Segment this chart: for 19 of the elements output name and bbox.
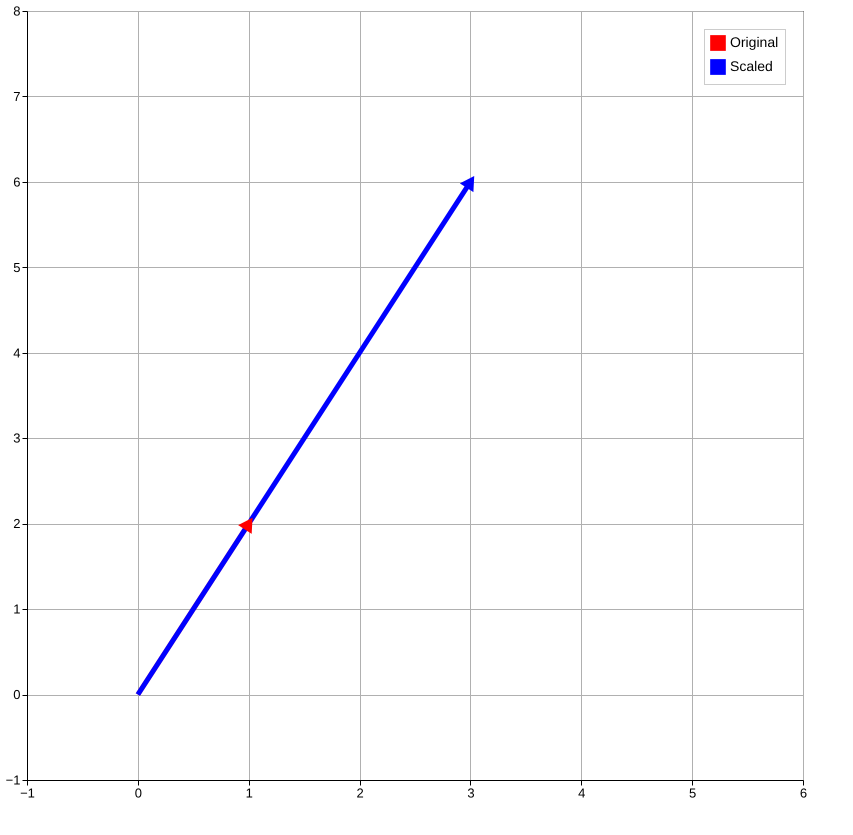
x-tick-label: 1	[246, 786, 253, 800]
legend-label: Original	[730, 34, 778, 50]
y-tick-label: 4	[13, 345, 20, 360]
y-tick-label: 7	[13, 88, 20, 104]
y-tick-label: 8	[13, 4, 20, 18]
y-tick-label: −1	[6, 772, 20, 788]
y-tick-label: 6	[13, 174, 20, 190]
y-tick-label: 1	[13, 602, 20, 617]
x-tick-label: 6	[800, 786, 808, 800]
y-tick-label: 3	[13, 430, 20, 446]
y-tick-label: 0	[13, 687, 20, 702]
y-tick-label: 5	[13, 260, 20, 275]
x-tick-label: 0	[134, 786, 142, 800]
y-tick-label: 2	[13, 516, 20, 532]
legend-label: Scaled	[730, 58, 773, 74]
x-tick-label: 5	[689, 786, 696, 800]
x-tick-label: 3	[467, 786, 475, 800]
x-tick-label: 2	[356, 786, 364, 800]
x-tick-label: 4	[578, 786, 586, 800]
